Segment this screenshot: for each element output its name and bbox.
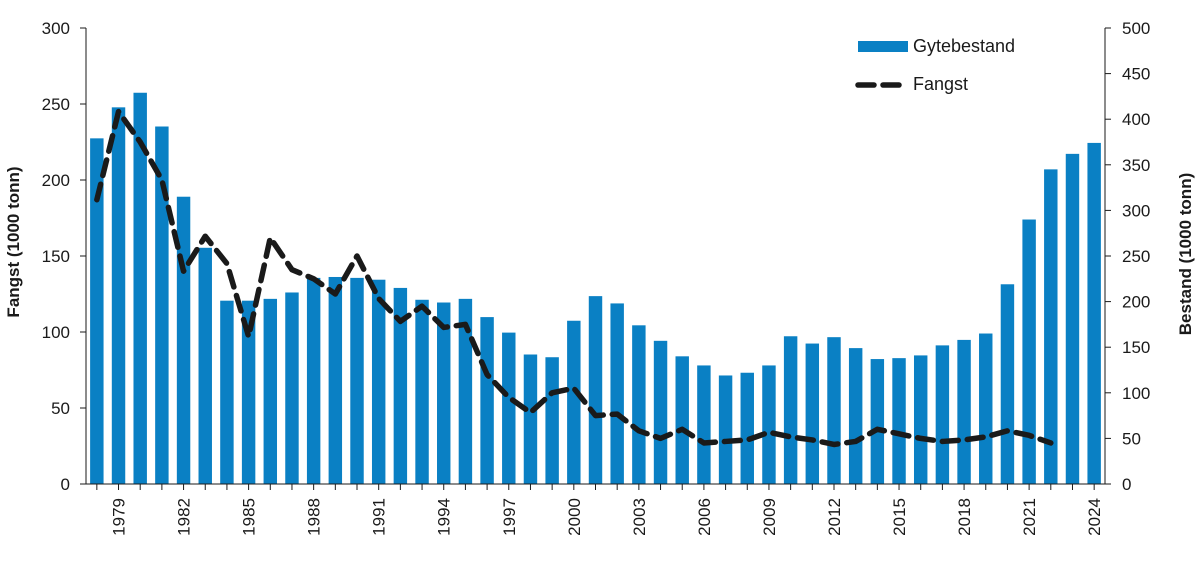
left-tick-label-150: 150 bbox=[42, 247, 70, 266]
x-tick-label-2009: 2009 bbox=[760, 498, 779, 536]
bar-1978 bbox=[90, 138, 104, 484]
right-tick-label-100: 100 bbox=[1122, 384, 1150, 403]
bar-2008 bbox=[740, 372, 754, 484]
x-tick-label-1982: 1982 bbox=[175, 498, 194, 536]
x-tick-label-1979: 1979 bbox=[110, 498, 129, 536]
right-tick-label-400: 400 bbox=[1122, 110, 1150, 129]
x-tick-label-2003: 2003 bbox=[630, 498, 649, 536]
bar-1990 bbox=[350, 277, 364, 484]
x-tick-label-2012: 2012 bbox=[825, 498, 844, 536]
bar-2020 bbox=[1000, 284, 1015, 484]
right-tick-label-250: 250 bbox=[1122, 247, 1150, 266]
x-tick-label-2024: 2024 bbox=[1085, 498, 1104, 536]
bar-1997 bbox=[502, 332, 516, 484]
right-tick-label-0: 0 bbox=[1122, 475, 1131, 494]
bar-1984 bbox=[220, 300, 234, 484]
legend: Gytebestand Fangst bbox=[855, 36, 1015, 94]
bar-2002 bbox=[610, 303, 624, 484]
left-tick-label-100: 100 bbox=[42, 323, 70, 342]
bar-2024 bbox=[1087, 142, 1101, 484]
bar-1986 bbox=[263, 298, 278, 484]
bar-2004 bbox=[653, 340, 668, 484]
bar-2013 bbox=[848, 348, 863, 484]
bar-1987 bbox=[285, 292, 299, 484]
x-tick-label-1994: 1994 bbox=[435, 498, 454, 536]
bar-1983 bbox=[198, 247, 212, 484]
legend-gytebestand-swatch bbox=[858, 41, 908, 52]
bar-1998 bbox=[523, 354, 538, 484]
bar-2019 bbox=[979, 333, 993, 484]
bar-2009 bbox=[762, 365, 776, 484]
bar-1999 bbox=[545, 357, 559, 484]
bar-2018 bbox=[957, 339, 971, 484]
x-tick-label-2000: 2000 bbox=[565, 498, 584, 536]
fangst-line-group bbox=[94, 108, 1054, 448]
x-tick-label-1997: 1997 bbox=[500, 498, 519, 536]
bar-1991 bbox=[371, 279, 386, 484]
bar-2006 bbox=[697, 365, 711, 484]
right-tick-label-450: 450 bbox=[1122, 65, 1150, 84]
x-tick-label-1988: 1988 bbox=[305, 498, 324, 536]
bar-2014 bbox=[870, 359, 885, 484]
x-tick-label-2021: 2021 bbox=[1020, 498, 1039, 536]
fangst-line bbox=[94, 108, 1054, 448]
bar-1989 bbox=[328, 276, 343, 484]
left-axis-title: Fangst (1000 tonn) bbox=[4, 166, 23, 317]
legend-fangst-label: Fangst bbox=[913, 74, 968, 94]
bar-1994 bbox=[437, 302, 451, 484]
bar-1988 bbox=[306, 277, 321, 484]
bar-2001 bbox=[588, 296, 603, 484]
bar-1985 bbox=[241, 300, 256, 484]
bar-2012 bbox=[827, 337, 841, 484]
right-tick-label-200: 200 bbox=[1122, 293, 1150, 312]
x-tick-label-1985: 1985 bbox=[240, 498, 259, 536]
left-tick-label-300: 300 bbox=[42, 19, 70, 38]
bar-2015 bbox=[892, 358, 906, 484]
bar-2011 bbox=[805, 343, 820, 484]
x-tick-label-1991: 1991 bbox=[370, 498, 389, 536]
bar-2023 bbox=[1065, 153, 1080, 485]
legend-gytebestand-label: Gytebestand bbox=[913, 36, 1015, 56]
bar-2000 bbox=[567, 320, 581, 484]
bar-2007 bbox=[718, 375, 733, 484]
bar-1996 bbox=[480, 317, 494, 484]
x-tick-label-2018: 2018 bbox=[955, 498, 974, 536]
right-axis-title: Bestand (1000 tonn) bbox=[1176, 173, 1195, 335]
bar-1992 bbox=[393, 287, 408, 484]
bar-2017 bbox=[935, 345, 950, 484]
bar-1979 bbox=[111, 107, 126, 484]
bar-2016 bbox=[913, 355, 928, 484]
axes-group: 0 50 100 150 200 250 300 0 50 100 150 200 250 300 350 4… bbox=[42, 19, 1151, 536]
bars-group bbox=[90, 92, 1101, 485]
bar-2003 bbox=[632, 325, 646, 484]
right-tick-label-500: 500 bbox=[1122, 19, 1150, 38]
right-tick-label-300: 300 bbox=[1122, 201, 1150, 220]
left-tick-label-0: 0 bbox=[61, 475, 70, 494]
bar-1993 bbox=[415, 299, 429, 484]
right-tick-label-50: 50 bbox=[1122, 429, 1141, 448]
bar-2005 bbox=[675, 356, 689, 484]
bar-2010 bbox=[783, 336, 798, 484]
left-tick-label-50: 50 bbox=[51, 399, 70, 418]
bar-1981 bbox=[155, 126, 169, 484]
bar-1995 bbox=[458, 298, 473, 484]
bar-2022 bbox=[1044, 169, 1058, 485]
left-tick-label-200: 200 bbox=[42, 171, 70, 190]
right-tick-label-150: 150 bbox=[1122, 338, 1150, 357]
bar-2021 bbox=[1022, 219, 1036, 484]
x-tick-label-2006: 2006 bbox=[695, 498, 714, 536]
bar-1980 bbox=[133, 92, 147, 484]
left-tick-label-250: 250 bbox=[42, 95, 70, 114]
right-tick-label-350: 350 bbox=[1122, 156, 1150, 175]
x-tick-label-2015: 2015 bbox=[890, 498, 909, 536]
